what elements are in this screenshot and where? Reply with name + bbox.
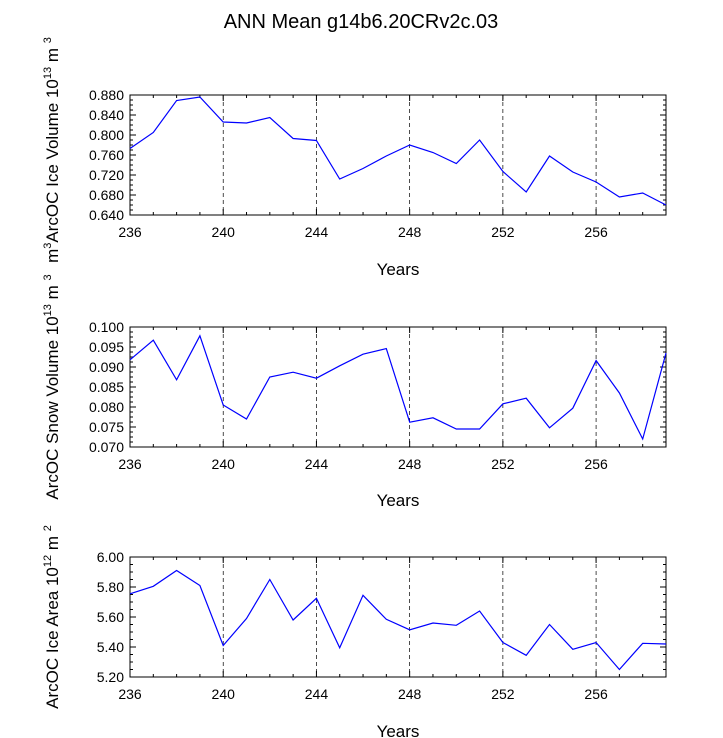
y-tick-label: 0.760: [89, 147, 124, 163]
x-tick-label: 252: [491, 686, 515, 702]
y-tick-label: 0.090: [89, 359, 124, 375]
x-tick-label: 252: [491, 456, 515, 472]
chart-panel-2: 0.070 0.075 0.080 0.085 0.090 0.095 0.100 236 24…: [42, 274, 667, 510]
plot-frame: [129, 326, 667, 448]
y-tick-label: 0.070: [89, 439, 124, 455]
x-tick-label: 248: [398, 686, 422, 702]
plot-frame: [129, 556, 667, 678]
plot-frame: [129, 94, 667, 216]
y-tick-label: 0.880: [89, 87, 124, 103]
y-tick-label: 0.720: [89, 167, 124, 183]
x-tick-label: 236: [118, 686, 142, 702]
x-tick-label: 256: [584, 686, 608, 702]
y-tick-label: 0.100: [89, 319, 124, 335]
x-tick-label: 236: [118, 456, 142, 472]
series-line: [129, 96, 667, 206]
y-axis-label: ArcOC Snow Volume 1013 m 3: [42, 274, 62, 499]
x-tick-label: 244: [305, 456, 329, 472]
x-tick-label: 252: [491, 224, 515, 240]
y-tick-label: 5.80: [97, 579, 124, 595]
series-line: [129, 334, 667, 441]
x-tick-label: 248: [398, 456, 422, 472]
chart-panel-3: 5.20 5.40 5.60 5.80 6.00 236 240 244 248 252 256 Ye…: [42, 525, 667, 738]
x-tick-label: 240: [212, 456, 236, 472]
x-axis-label: Years: [377, 722, 420, 738]
y-axis-label: m3ArcOC Ice Volume 1013 m 3: [42, 37, 62, 263]
y-tick-label: 0.840: [89, 107, 124, 123]
y-tick-label: 6.00: [97, 549, 124, 565]
y-tick-label: 5.60: [97, 609, 124, 625]
y-tick-label: 0.640: [89, 207, 124, 223]
y-tick-label: 0.080: [89, 399, 124, 415]
series-line: [129, 569, 667, 671]
x-tick-label: 248: [398, 224, 422, 240]
x-tick-label: 244: [305, 686, 329, 702]
y-tick-label: 0.095: [89, 339, 124, 355]
y-tick-label: 0.075: [89, 419, 124, 435]
y-axis-label: ArcOC Ice Area 1012 m 2: [42, 525, 62, 709]
x-tick-label: 240: [212, 686, 236, 702]
y-tick-label: 0.085: [89, 379, 124, 395]
chart-title: ANN Mean g14b6.20CRv2c.03: [224, 11, 499, 33]
x-tick-label: 236: [118, 224, 142, 240]
x-tick-label: 240: [212, 224, 236, 240]
y-tick-label: 0.680: [89, 187, 124, 203]
y-tick-label: 0.800: [89, 127, 124, 143]
y-tick-label: 5.40: [97, 639, 124, 655]
x-tick-label: 256: [584, 224, 608, 240]
x-axis-label: Years: [377, 260, 420, 279]
chart-panel-1: 0.640 0.680 0.720 0.760 0.800 0.840 0.880 236 24…: [42, 37, 667, 279]
x-axis-label: Years: [377, 491, 420, 510]
y-tick-label: 5.20: [97, 669, 124, 685]
x-tick-label: 244: [305, 224, 329, 240]
x-tick-label: 256: [584, 456, 608, 472]
